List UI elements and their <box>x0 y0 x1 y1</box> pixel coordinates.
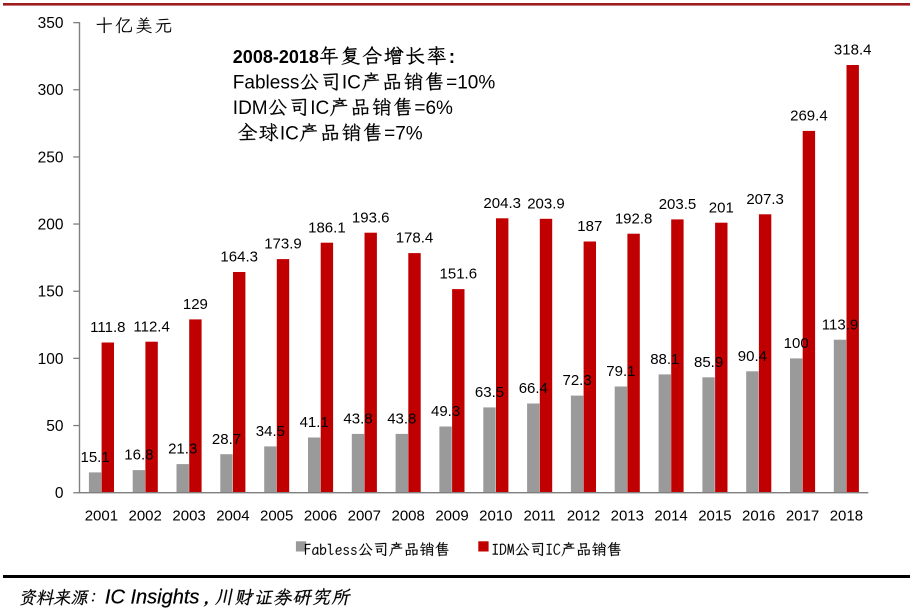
svg-text:85.9: 85.9 <box>694 354 723 371</box>
svg-text:2006: 2006 <box>304 508 337 525</box>
svg-text:112.4: 112.4 <box>133 318 169 335</box>
svg-text:IC: IC <box>342 73 361 94</box>
svg-text:203.9: 203.9 <box>527 195 565 212</box>
svg-text:2004: 2004 <box>216 508 249 525</box>
svg-text:186.1: 186.1 <box>308 219 346 236</box>
svg-text:90.4: 90.4 <box>738 348 767 365</box>
svg-text:Fabless: Fabless <box>233 73 300 94</box>
svg-text:2003: 2003 <box>172 508 205 525</box>
svg-text:2005: 2005 <box>260 508 293 525</box>
svg-text:318.4: 318.4 <box>834 42 872 59</box>
svg-text:2014: 2014 <box>654 508 687 525</box>
svg-text:129: 129 <box>183 296 208 313</box>
svg-text:72.3: 72.3 <box>562 372 591 389</box>
svg-text:151.6: 151.6 <box>440 266 478 283</box>
svg-text:2016: 2016 <box>742 508 775 525</box>
svg-text:15.1: 15.1 <box>80 449 109 466</box>
svg-text:200: 200 <box>38 217 64 234</box>
svg-text:100: 100 <box>38 351 64 368</box>
svg-text:150: 150 <box>38 284 64 301</box>
svg-text:269.4: 269.4 <box>790 108 828 125</box>
svg-text:2002: 2002 <box>129 508 162 525</box>
svg-text:IC: IC <box>310 98 329 119</box>
svg-text:=7%: =7% <box>384 123 423 144</box>
svg-text:250: 250 <box>38 149 64 166</box>
svg-text:28.7: 28.7 <box>212 431 241 448</box>
svg-text:192.8: 192.8 <box>615 210 653 227</box>
svg-text:187: 187 <box>577 218 602 235</box>
svg-text:2012: 2012 <box>567 508 600 525</box>
svg-text:164.3: 164.3 <box>220 249 258 266</box>
svg-text:2007: 2007 <box>348 508 381 525</box>
svg-text:2011: 2011 <box>523 508 555 525</box>
svg-text:2009: 2009 <box>435 508 468 525</box>
svg-text:21.3: 21.3 <box>168 441 197 458</box>
svg-text:173.9: 173.9 <box>264 236 302 253</box>
svg-text:=10%: =10% <box>446 73 495 94</box>
svg-text:111.8: 111.8 <box>90 319 125 336</box>
svg-text:2008-2018: 2008-2018 <box>233 47 319 67</box>
svg-text:2008: 2008 <box>392 508 425 525</box>
svg-text:IDM: IDM <box>233 98 268 119</box>
svg-text:2010: 2010 <box>479 508 512 525</box>
svg-text:203.5: 203.5 <box>659 196 697 213</box>
svg-text:2017: 2017 <box>786 508 819 525</box>
svg-text:66.4: 66.4 <box>519 380 548 397</box>
svg-text:2018: 2018 <box>830 508 863 525</box>
svg-text:=6%: =6% <box>414 98 453 119</box>
svg-text:88.1: 88.1 <box>650 351 679 368</box>
svg-text:IC Insights: IC Insights <box>105 587 199 609</box>
svg-text:201: 201 <box>709 199 734 216</box>
svg-text:207.3: 207.3 <box>746 191 784 208</box>
svg-text:300: 300 <box>38 82 64 99</box>
svg-text:100: 100 <box>784 335 809 352</box>
svg-text:43.8: 43.8 <box>343 411 372 428</box>
svg-text:2001: 2001 <box>85 508 118 525</box>
svg-text:IC: IC <box>280 123 299 144</box>
svg-text:350: 350 <box>38 15 64 32</box>
svg-text:113.9: 113.9 <box>822 316 858 333</box>
svg-text:16.8: 16.8 <box>124 447 153 464</box>
svg-text:79.1: 79.1 <box>606 363 635 380</box>
svg-text:63.5: 63.5 <box>475 384 504 401</box>
svg-text:204.3: 204.3 <box>483 195 521 212</box>
svg-text::: : <box>449 47 455 68</box>
svg-text:34.5: 34.5 <box>256 423 285 440</box>
svg-text:2015: 2015 <box>698 508 731 525</box>
svg-text:2013: 2013 <box>611 508 644 525</box>
svg-text:0: 0 <box>55 485 64 502</box>
svg-text:41.1: 41.1 <box>300 414 329 431</box>
svg-text:50: 50 <box>46 418 64 435</box>
svg-text:43.8: 43.8 <box>387 411 416 428</box>
svg-text:49.3: 49.3 <box>431 403 460 420</box>
svg-text:178.4: 178.4 <box>396 230 434 247</box>
svg-text:193.6: 193.6 <box>352 209 390 226</box>
